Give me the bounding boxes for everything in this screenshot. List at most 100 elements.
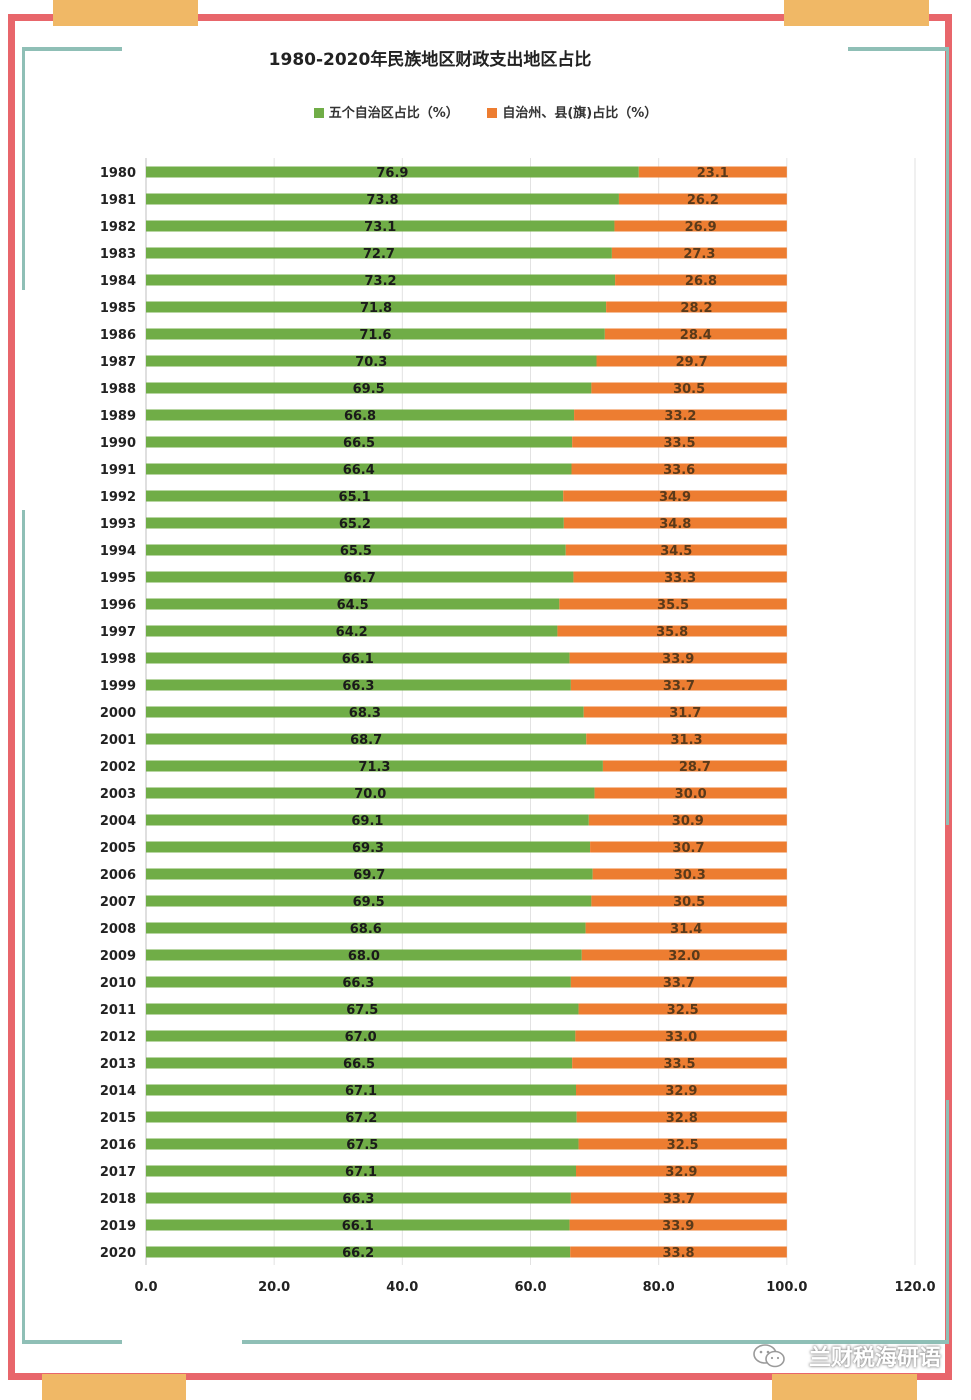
data-label: 64.2 xyxy=(336,625,368,640)
data-label: 33.5 xyxy=(663,1057,695,1072)
data-label: 64.5 xyxy=(337,598,369,613)
chart-legend: 五个自治区占比（%） 自治州、县(旗)占比（%） xyxy=(0,102,971,121)
y-tick-label: 2001 xyxy=(100,733,136,748)
data-label: 69.1 xyxy=(351,814,383,829)
bar-prefectures-counties xyxy=(569,1219,787,1231)
bar-autonomous-regions xyxy=(146,382,592,394)
bar-prefectures-counties xyxy=(602,760,787,772)
bar-prefectures-counties xyxy=(618,193,787,205)
bar-autonomous-regions xyxy=(146,733,587,745)
y-tick-label: 1980 xyxy=(100,166,136,181)
bar-prefectures-counties xyxy=(570,1246,787,1258)
decor-line-top-left xyxy=(22,47,122,51)
data-label: 67.1 xyxy=(345,1165,377,1180)
data-label: 66.5 xyxy=(343,1057,375,1072)
data-label: 72.7 xyxy=(363,247,395,262)
data-label: 32.5 xyxy=(667,1138,699,1153)
data-label: 35.5 xyxy=(657,598,689,613)
decor-line-left-top xyxy=(22,47,25,290)
bar-prefectures-counties xyxy=(559,598,787,610)
bar-autonomous-regions xyxy=(146,463,572,475)
legend-swatch-orange xyxy=(487,107,498,118)
bar-autonomous-regions xyxy=(146,544,566,556)
data-label: 30.7 xyxy=(672,841,704,856)
data-label: 31.4 xyxy=(670,922,702,937)
data-label: 66.8 xyxy=(344,409,376,424)
data-label: 33.0 xyxy=(665,1030,697,1045)
data-label: 31.3 xyxy=(671,733,703,748)
data-label: 73.2 xyxy=(365,274,397,289)
page-frame xyxy=(8,14,952,1380)
data-label: 67.5 xyxy=(346,1138,378,1153)
data-label: 33.6 xyxy=(663,463,695,478)
bar-prefectures-counties xyxy=(563,517,787,529)
data-label: 33.9 xyxy=(662,652,694,667)
y-tick-label: 2020 xyxy=(100,1246,136,1261)
bar-autonomous-regions xyxy=(146,328,605,340)
data-label: 30.9 xyxy=(672,814,704,829)
bar-autonomous-regions xyxy=(146,625,558,637)
data-label: 66.1 xyxy=(342,1219,374,1234)
data-label: 65.1 xyxy=(339,490,371,505)
bar-autonomous-regions xyxy=(146,301,607,313)
y-tick-label: 1982 xyxy=(100,220,136,235)
bar-prefectures-counties xyxy=(615,274,787,286)
x-tick-label: 0.0 xyxy=(134,1280,157,1295)
y-tick-label: 2016 xyxy=(100,1138,136,1153)
data-label: 68.3 xyxy=(349,706,381,721)
bar-prefectures-counties xyxy=(594,787,787,799)
y-tick-label: 1981 xyxy=(100,193,136,208)
bar-autonomous-regions xyxy=(146,355,597,367)
data-label: 71.6 xyxy=(359,328,391,343)
y-tick-label: 2008 xyxy=(100,922,136,937)
bar-prefectures-counties xyxy=(572,436,787,448)
data-label: 30.3 xyxy=(674,868,706,883)
bar-prefectures-counties xyxy=(581,949,787,961)
bar-prefectures-counties xyxy=(570,679,787,691)
data-label: 28.7 xyxy=(679,760,711,775)
y-tick-label: 2002 xyxy=(100,760,136,775)
data-label: 30.5 xyxy=(673,895,705,910)
data-label: 32.9 xyxy=(665,1084,697,1099)
bar-prefectures-counties xyxy=(578,1138,787,1150)
data-label: 34.8 xyxy=(659,517,691,532)
data-label: 67.0 xyxy=(345,1030,377,1045)
data-label: 32.0 xyxy=(668,949,700,964)
decor-tab-bottom-left xyxy=(42,1374,186,1400)
decor-tab-bottom-right xyxy=(772,1374,917,1400)
bar-autonomous-regions xyxy=(146,787,595,799)
y-tick-label: 1989 xyxy=(100,409,136,424)
data-label: 66.3 xyxy=(342,976,374,991)
bar-autonomous-regions xyxy=(146,895,592,907)
data-label: 26.8 xyxy=(685,274,717,289)
bar-autonomous-regions xyxy=(146,1084,576,1096)
data-label: 66.3 xyxy=(342,1192,374,1207)
data-label: 29.7 xyxy=(676,355,708,370)
y-tick-label: 2004 xyxy=(100,814,136,829)
data-label: 33.7 xyxy=(663,679,695,694)
y-tick-label: 2007 xyxy=(100,895,136,910)
data-label: 32.9 xyxy=(665,1165,697,1180)
y-tick-label: 1996 xyxy=(100,598,136,613)
data-label: 66.2 xyxy=(342,1246,374,1261)
y-tick-label: 1986 xyxy=(100,328,136,343)
data-label: 69.7 xyxy=(353,868,385,883)
x-tick-label: 40.0 xyxy=(386,1280,418,1295)
bar-prefectures-counties xyxy=(591,895,787,907)
data-label: 65.5 xyxy=(340,544,372,559)
data-label: 70.3 xyxy=(355,355,387,370)
bar-autonomous-regions xyxy=(146,1246,571,1258)
data-label: 71.8 xyxy=(360,301,392,316)
data-label: 32.5 xyxy=(667,1003,699,1018)
bar-prefectures-counties xyxy=(578,1003,787,1015)
bar-autonomous-regions xyxy=(146,409,575,421)
bar-autonomous-regions xyxy=(146,679,571,691)
bar-prefectures-counties xyxy=(569,652,787,664)
data-label: 23.1 xyxy=(697,166,729,181)
bar-prefectures-counties xyxy=(592,868,787,880)
y-tick-label: 2010 xyxy=(100,976,136,991)
y-tick-label: 2014 xyxy=(100,1084,136,1099)
bar-prefectures-counties xyxy=(565,544,787,556)
data-label: 26.9 xyxy=(685,220,717,235)
y-tick-label: 1990 xyxy=(100,436,136,451)
